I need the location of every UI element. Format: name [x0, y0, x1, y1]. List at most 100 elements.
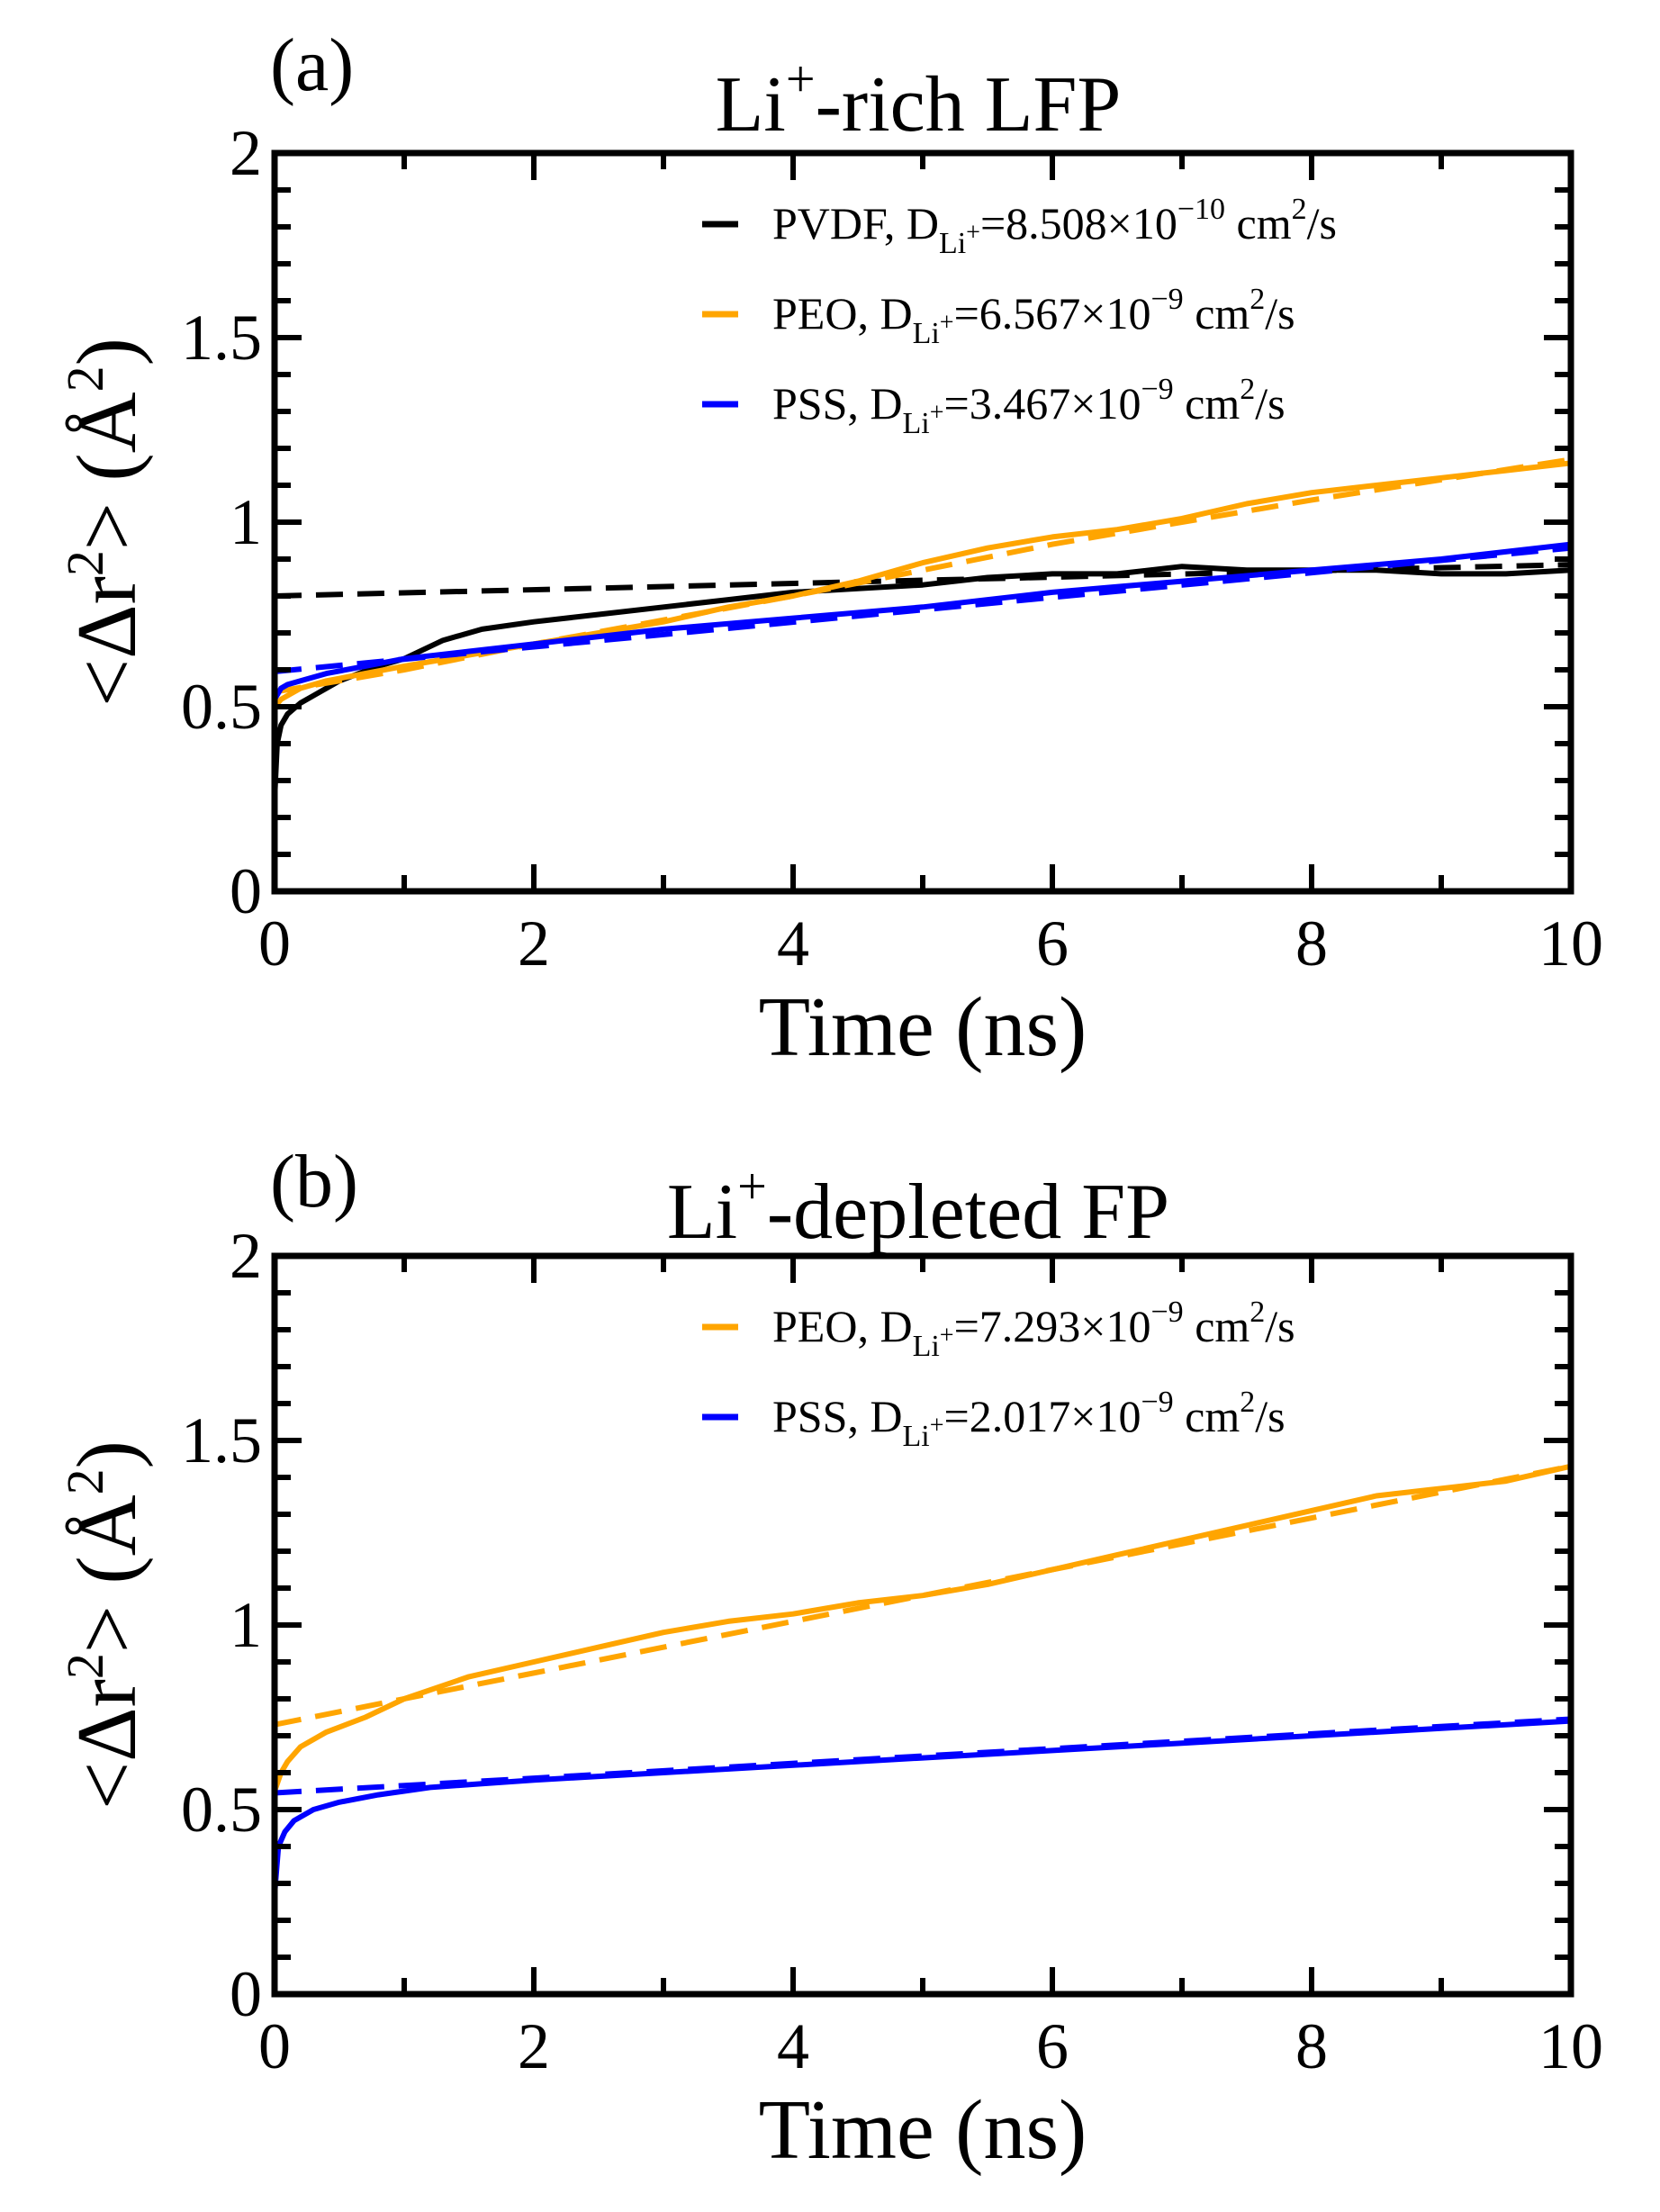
legend-text-part: =6.567×10 [954, 288, 1151, 339]
legend-entry-peo: PEO, DLi+=7.293×10−9 cm2/s [772, 1296, 1295, 1363]
series-line-pss [275, 1718, 1571, 1898]
legend-entry-pss: PSS, DLi+=2.017×10−9 cm2/s [772, 1386, 1286, 1453]
y-tick-label: 2 [230, 117, 262, 189]
y-axis-title-part: ) [60, 338, 154, 366]
y-tick-label: 2 [230, 1220, 262, 1292]
y-axis-title-part: <Δr [60, 576, 154, 707]
legend-text-part: /s [1255, 1391, 1285, 1441]
legend-text-part: =3.467×10 [944, 378, 1141, 429]
x-tick-label: 2 [518, 2010, 550, 2082]
plot-frame [271, 1252, 1574, 1998]
legend-subsup: + [930, 399, 944, 427]
panel-title-part: -depleted FP [767, 1169, 1169, 1256]
legend-sub: Li [913, 317, 940, 350]
x-tick-label: 8 [1295, 2010, 1328, 2082]
panel-title: Li+-rich LFP [716, 50, 1122, 149]
panel-label: (a) [270, 23, 354, 107]
legend-text-part: cm [1184, 1301, 1250, 1351]
fit-line-pss [275, 1716, 1571, 1796]
legend-unit-sup: 2 [1292, 193, 1307, 226]
y-tick-label: 0 [230, 855, 262, 927]
legend-text-part: cm [1184, 288, 1250, 339]
legend-unit-sup: 2 [1250, 283, 1265, 316]
y-axis-title: <Δr2> (Å2) [56, 1440, 154, 1810]
y-axis-title-sup: 2 [56, 1653, 114, 1679]
panel-title-part: Li [667, 1169, 737, 1256]
y-axis-title: <Δr2> (Å2) [56, 338, 154, 707]
y-axis-title-part: > (Å [60, 1494, 154, 1653]
fit-line-peo [275, 456, 1571, 695]
y-tick-label: 0 [230, 1958, 262, 2030]
y-axis-title-sup: 2 [56, 550, 114, 576]
x-tick-label: 0 [258, 2010, 291, 2082]
legend-text-part: cm [1174, 1391, 1240, 1441]
y-tick-label: 1.5 [181, 302, 262, 374]
series-line-peo [275, 1463, 1571, 1794]
legend-text-part: PEO, D [772, 288, 913, 339]
legend-sub: Li [913, 1330, 940, 1363]
panel-title: Li+-depleted FP [667, 1157, 1169, 1256]
plot-area [275, 1463, 1571, 1898]
fit-line-pss [275, 545, 1571, 674]
legend-unit-sup: 2 [1240, 1386, 1255, 1419]
legend-exp: −9 [1151, 283, 1184, 316]
panel-title-sup: + [737, 1157, 767, 1215]
x-axis-title: Time (ns) [759, 980, 1087, 1074]
legend-subsup: + [930, 1412, 944, 1440]
legend-text-part: cm [1174, 378, 1240, 429]
legend-text-part: /s [1255, 378, 1285, 429]
legend-text-part: /s [1265, 288, 1295, 339]
legend-subsup: + [966, 219, 980, 247]
legend-text-part: /s [1307, 198, 1337, 248]
y-axis-title-part: ) [60, 1440, 154, 1468]
legend-entry-peo: PEO, DLi+=6.567×10−9 cm2/s [772, 283, 1295, 350]
y-axis-title-sup: 2 [56, 366, 114, 392]
legend-sub: Li [939, 227, 966, 260]
legend-exp: −9 [1141, 1386, 1173, 1419]
x-tick-label: 2 [518, 907, 550, 980]
y-axis-title-sup: 2 [56, 1468, 114, 1494]
panel-label: (b) [270, 1140, 358, 1223]
x-tick-label: 4 [777, 907, 809, 980]
x-tick-label: 10 [1538, 2010, 1603, 2082]
x-tick-label: 6 [1036, 907, 1069, 980]
legend-text-part: PSS, D [772, 378, 903, 429]
legend-exp: −9 [1151, 1296, 1184, 1329]
panel-title-part: Li [716, 61, 786, 149]
x-tick-label: 10 [1538, 907, 1603, 980]
fit-line-pvdf [275, 562, 1571, 599]
legend-unit-sup: 2 [1240, 373, 1255, 406]
y-tick-label: 1.5 [181, 1404, 262, 1476]
legend-sub: Li [903, 1420, 930, 1453]
legend-subsup: + [940, 1322, 954, 1350]
x-axis-title: Time (ns) [759, 2083, 1087, 2177]
legend-entry-pss: PSS, DLi+=3.467×10−9 cm2/s [772, 373, 1286, 440]
y-axis-title-part: <Δr [60, 1679, 154, 1810]
legend-text-part: =7.293×10 [954, 1301, 1151, 1351]
legend-text-part: /s [1265, 1301, 1295, 1351]
legend-text-part: cm [1225, 198, 1292, 248]
x-tick-label: 8 [1295, 907, 1328, 980]
y-axis-title-part: > (Å [60, 392, 154, 550]
fit-line-peo [275, 1463, 1571, 1728]
y-tick-label: 1 [230, 1589, 262, 1661]
plot-frame [271, 149, 1574, 895]
legend-subsup: + [940, 309, 954, 337]
x-tick-label: 6 [1036, 2010, 1069, 2082]
series-line-pvdf [275, 564, 1571, 802]
legend-exp: −9 [1141, 373, 1173, 406]
x-tick-label: 4 [777, 2010, 809, 2082]
x-tick-label: 0 [258, 907, 291, 980]
legend-text-part: PVDF, D [772, 198, 939, 248]
legend-text-part: PEO, D [772, 1301, 913, 1351]
y-tick-label: 1 [230, 486, 262, 558]
legend-unit-sup: 2 [1250, 1296, 1265, 1329]
legend-exp: −10 [1177, 193, 1225, 226]
series-line-pss [275, 541, 1571, 702]
legend-text-part: =8.508×10 [980, 198, 1177, 248]
legend-entry-pvdf: PVDF, DLi+=8.508×10−10 cm2/s [772, 193, 1337, 260]
y-tick-label: 0.5 [181, 1774, 262, 1846]
